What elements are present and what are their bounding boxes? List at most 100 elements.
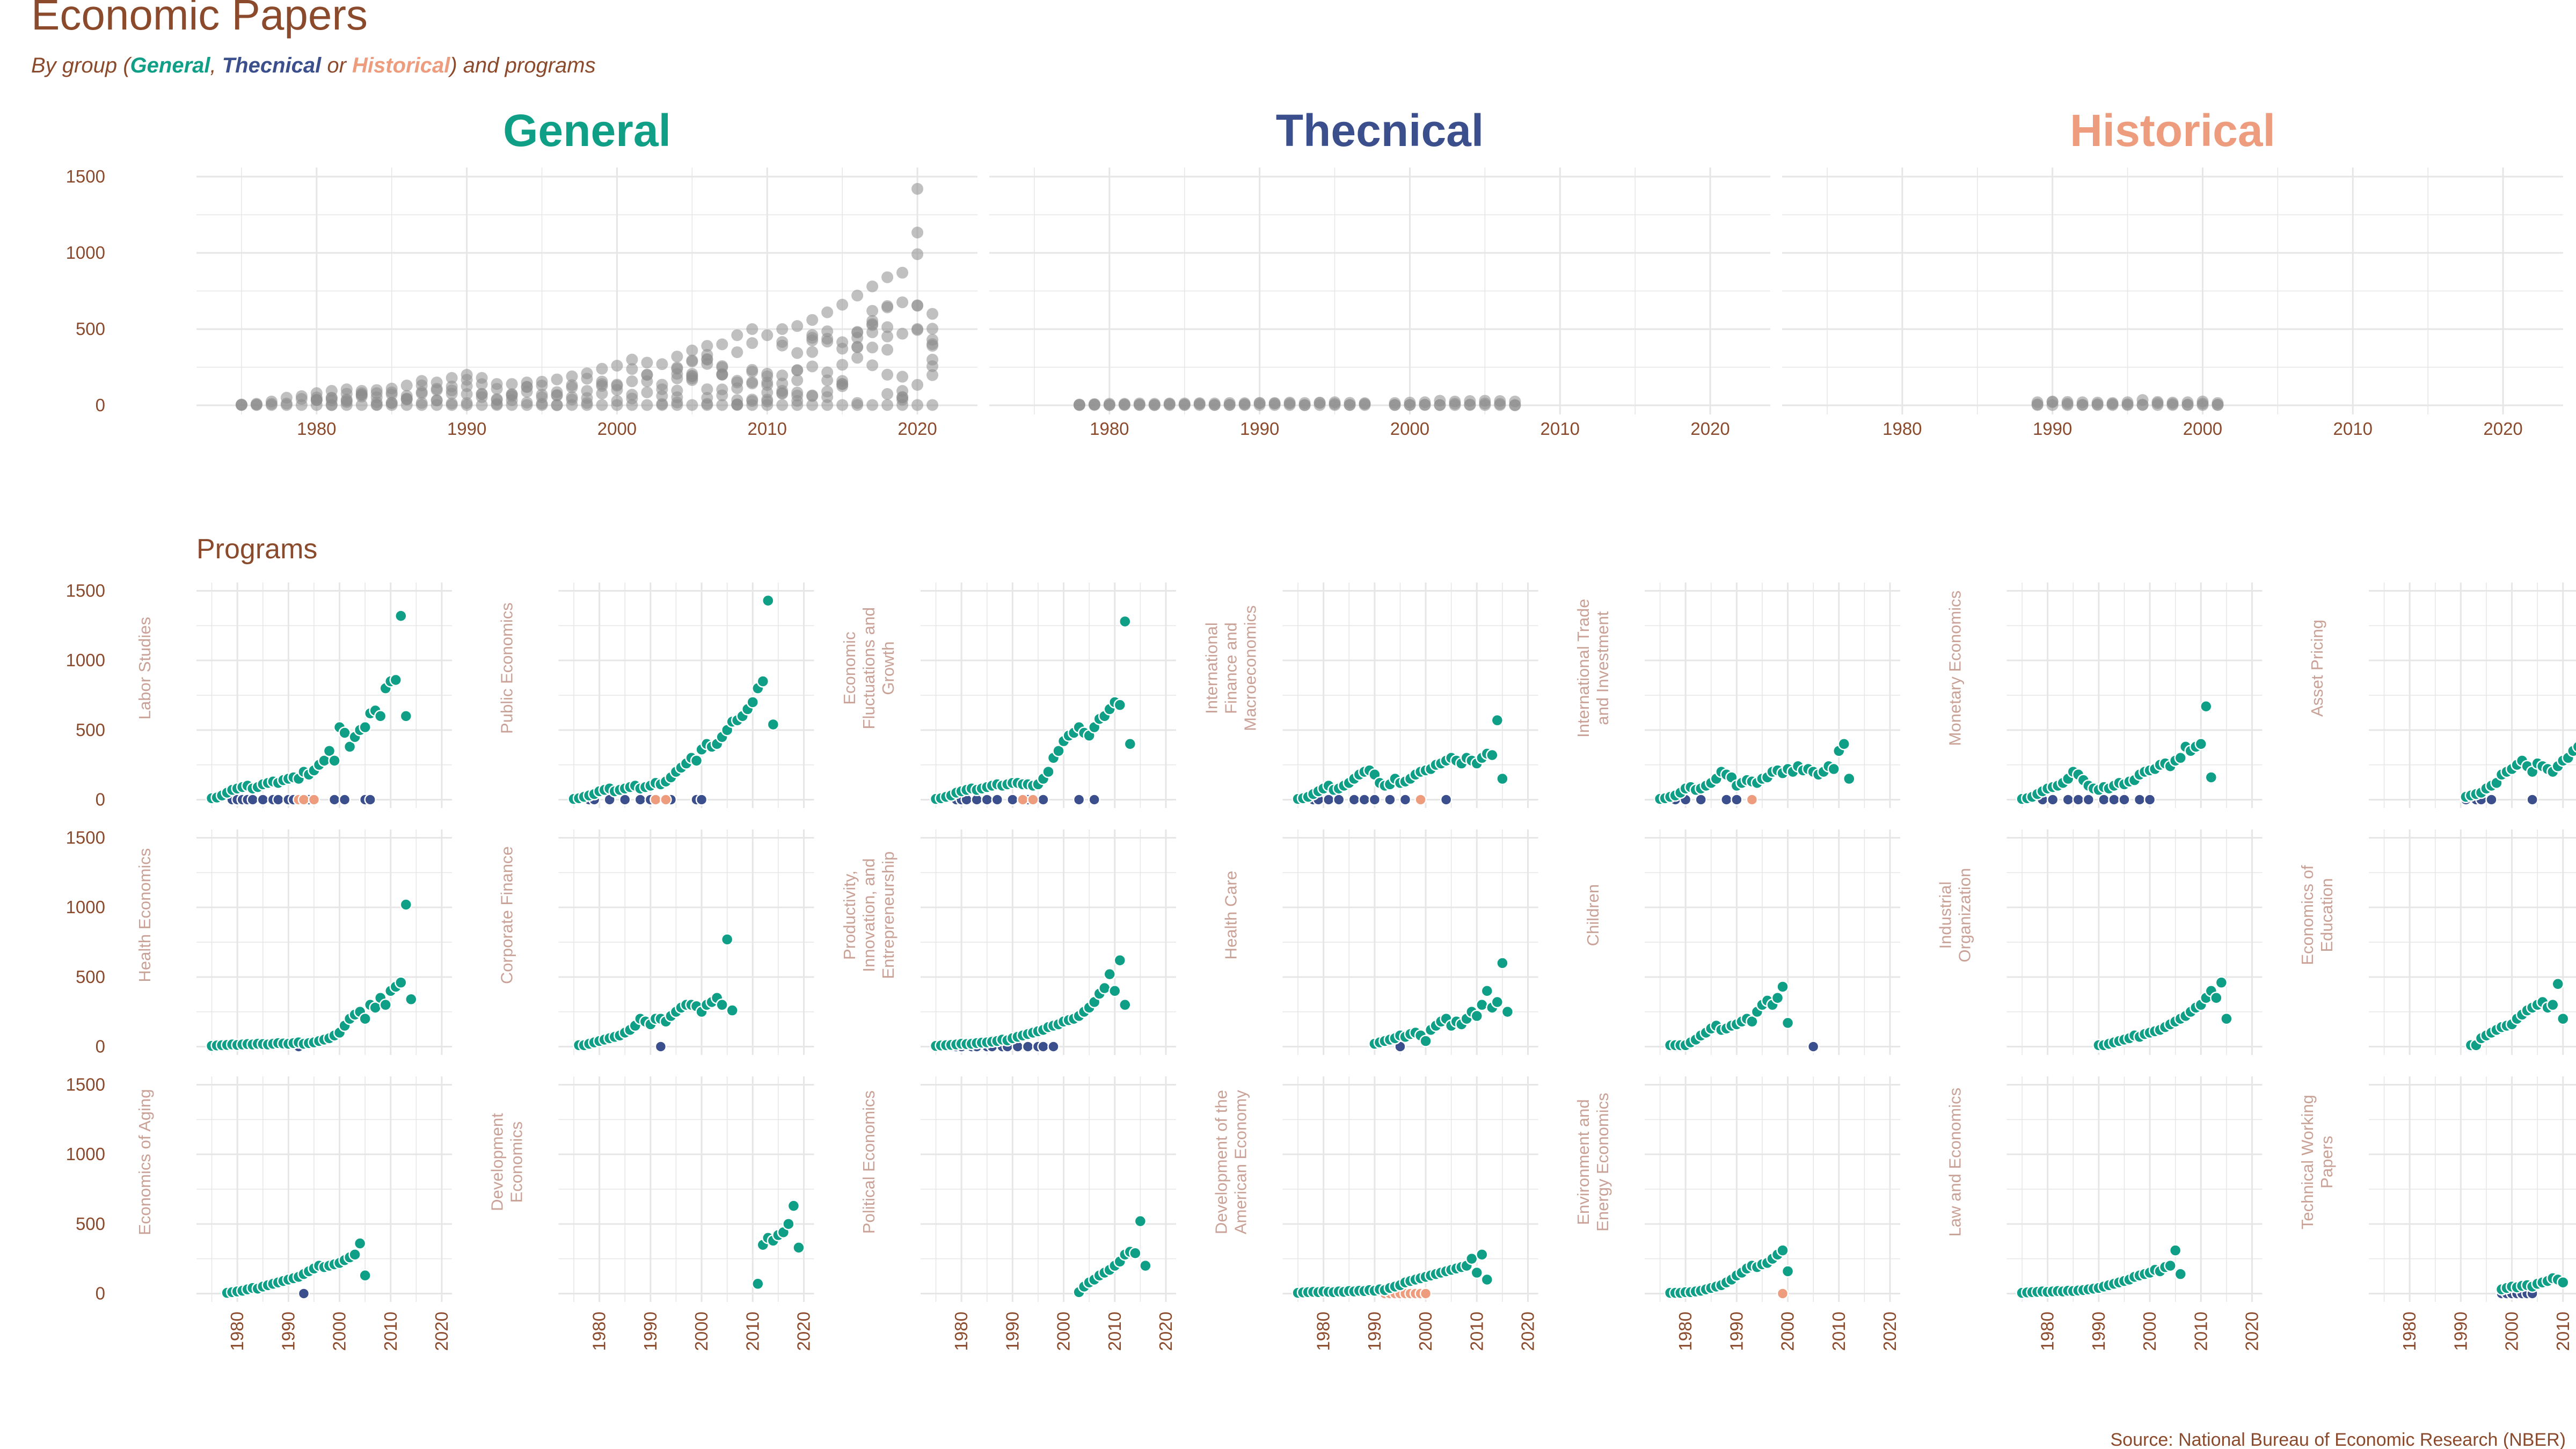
data-point-historical xyxy=(660,793,672,806)
data-point-general xyxy=(1108,984,1121,997)
data-point xyxy=(521,385,533,398)
data-point-general xyxy=(1501,1005,1514,1018)
program-label: Asset Pricing xyxy=(2308,620,2326,717)
y-tick-label: 1000 xyxy=(66,1144,105,1164)
data-point xyxy=(791,364,804,376)
data-point xyxy=(776,377,789,390)
chart-title: Economic Papers xyxy=(31,0,368,39)
data-point xyxy=(851,397,864,409)
data-point xyxy=(641,386,653,398)
data-point xyxy=(851,289,864,302)
data-point xyxy=(355,389,368,401)
data-point xyxy=(911,183,924,195)
data-point-general xyxy=(720,933,734,946)
data-point xyxy=(400,380,413,392)
data-point-historical xyxy=(1746,793,1758,806)
data-point-general xyxy=(323,744,336,758)
data-point-general xyxy=(767,718,780,731)
data-point-general xyxy=(716,998,728,1011)
data-point-general xyxy=(751,1277,764,1291)
data-point-technical xyxy=(1358,793,1371,806)
data-point-general xyxy=(1113,698,1127,711)
data-point-general xyxy=(2200,700,2213,713)
data-point xyxy=(2181,398,2194,411)
data-point xyxy=(776,323,789,335)
data-point-general xyxy=(2169,1244,2182,1257)
program-panel: Economics ofEducation xyxy=(2298,829,2576,1055)
data-point xyxy=(926,399,939,411)
data-point xyxy=(626,363,638,375)
data-point xyxy=(491,393,503,405)
data-point-technical xyxy=(1440,793,1453,806)
data-point xyxy=(491,383,503,395)
data-point-technical xyxy=(2108,793,2120,806)
x-tick-label: 1980 xyxy=(589,1312,609,1351)
data-point xyxy=(611,380,623,392)
data-point xyxy=(821,391,834,403)
data-point-technical xyxy=(328,793,341,806)
data-point xyxy=(1118,398,1130,411)
data-point xyxy=(731,329,743,341)
data-point xyxy=(1073,399,1085,411)
data-point xyxy=(746,337,758,349)
data-point-general xyxy=(1837,737,1851,751)
data-point xyxy=(926,323,939,335)
program-panel: 1980 1990 2000 2010 2020 Political Economics xyxy=(859,1076,1176,1351)
data-point-general xyxy=(2174,1268,2187,1280)
program-label: Productivity,Innovation, andEntrepreneur… xyxy=(840,851,897,979)
x-tick-label: 1980 xyxy=(2038,1312,2057,1351)
data-point xyxy=(686,344,698,356)
x-tick-label: 1990 xyxy=(447,419,486,439)
data-point xyxy=(536,380,548,392)
data-point xyxy=(1389,399,1401,411)
data-point xyxy=(821,306,834,318)
data-point xyxy=(881,301,894,314)
data-point xyxy=(761,376,773,389)
data-point xyxy=(836,298,849,311)
data-point xyxy=(385,397,398,409)
program-label: Labor Studies xyxy=(135,617,154,719)
data-point-general xyxy=(359,720,371,734)
y-tick-label: 0 xyxy=(96,1283,105,1303)
program-panel: Productivity,Innovation, andEntrepreneur… xyxy=(840,829,1176,1055)
x-tick-label: 2010 xyxy=(2553,1312,2573,1351)
data-point-historical xyxy=(297,793,310,806)
data-point xyxy=(881,330,894,343)
program-panel: 0 500 1000 1500 1980 1990 2000 2010 2020 Economic… xyxy=(66,1075,452,1351)
facet-title-thecnical: Thecnical xyxy=(1276,105,1484,156)
y-tick-label: 500 xyxy=(76,720,105,740)
x-tick-label: 2000 xyxy=(1054,1312,1074,1351)
data-point-technical xyxy=(695,793,708,806)
data-point xyxy=(415,379,428,391)
x-tick-label: 2010 xyxy=(1829,1312,1849,1351)
data-point-general xyxy=(359,1269,371,1282)
subtitle-after: ) and programs xyxy=(448,54,595,77)
data-point xyxy=(806,346,819,358)
data-point xyxy=(701,349,713,361)
x-tick-label: 1990 xyxy=(1240,419,1279,439)
data-point-general xyxy=(395,609,407,622)
data-point-general xyxy=(1486,748,1499,762)
data-point xyxy=(656,398,668,410)
subtitle-historical: Historical xyxy=(352,54,450,77)
x-tick-label: 2020 xyxy=(1690,419,1730,439)
data-point xyxy=(280,397,293,410)
data-point xyxy=(701,392,713,404)
data-point xyxy=(400,392,413,405)
x-tick-label: 1990 xyxy=(1726,1312,1746,1351)
x-tick-label: 2020 xyxy=(897,419,937,439)
data-point-general xyxy=(1480,1273,1494,1286)
program-label: Corporate Finance xyxy=(498,846,516,984)
data-point xyxy=(926,360,939,373)
y-tick-label: 1500 xyxy=(66,828,105,848)
data-point xyxy=(746,394,758,406)
data-point xyxy=(2121,398,2134,410)
data-point xyxy=(506,394,518,406)
x-tick-label: 2010 xyxy=(1541,419,1580,439)
data-point-general xyxy=(1776,980,1789,993)
data-point-general xyxy=(2557,1012,2570,1025)
data-point-general xyxy=(395,976,407,989)
y-tick-label: 1500 xyxy=(66,581,105,601)
data-point-general xyxy=(726,1004,739,1017)
x-tick-label: 2020 xyxy=(1517,1312,1537,1351)
